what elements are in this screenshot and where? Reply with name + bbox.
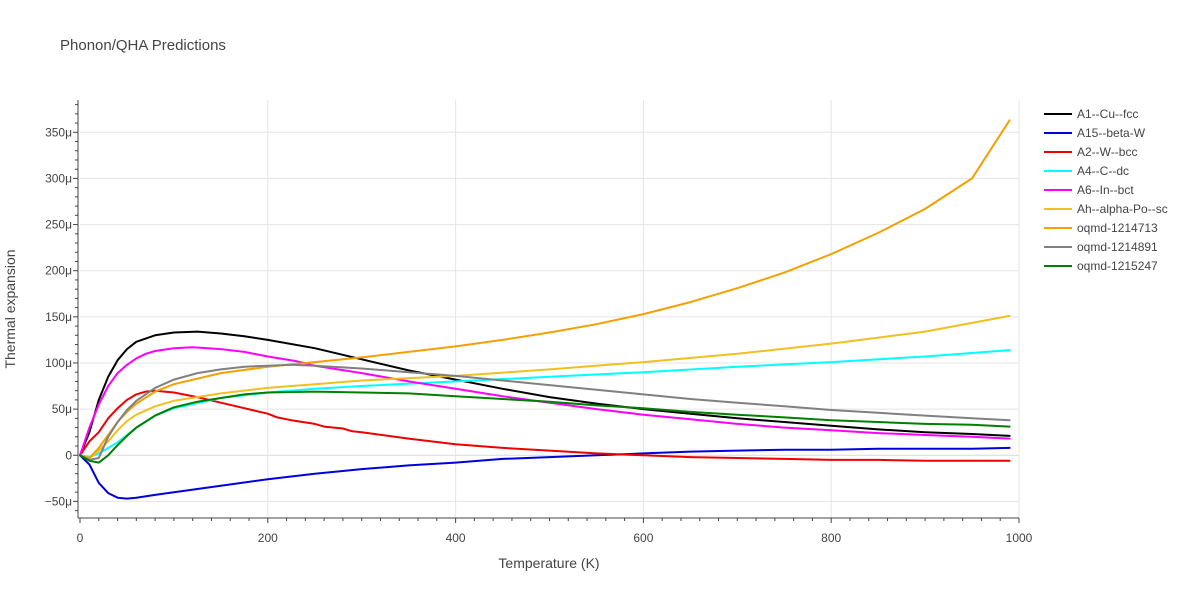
- legend-item[interactable]: Ah--alpha-Po--sc: [1044, 202, 1168, 216]
- gridlines: [80, 100, 1020, 518]
- legend-label: A4--C--dc: [1077, 164, 1129, 178]
- chart-title: Phonon/QHA Predictions: [60, 37, 226, 54]
- legend-item[interactable]: A6--In--bct: [1044, 183, 1134, 197]
- y-tick-label: 50μ: [52, 402, 72, 416]
- y-tick-label: 150μ: [45, 310, 72, 324]
- legend-label: Ah--alpha-Po--sc: [1077, 202, 1168, 216]
- y-tick-label: 350μ: [45, 125, 72, 139]
- series-line-A4--C--dc: [79, 349, 1011, 459]
- legend: A1--Cu--fcc A15--beta-W A2--W--bcc A4--C--d…: [1044, 107, 1168, 273]
- legend-label: oqmd-1214891: [1077, 240, 1158, 254]
- axes: −50μ 0 50μ 100μ 150μ 200μ 250μ 300μ 350μ 0 200 400 6…: [45, 100, 1033, 545]
- x-tick-label: 0: [77, 531, 84, 545]
- legend-label: A15--beta-W: [1077, 126, 1146, 140]
- series-line-oqmd-1215247: [79, 390, 1011, 464]
- y-tick-label: 250μ: [45, 218, 72, 232]
- legend-label: oqmd-1215247: [1077, 259, 1158, 273]
- y-tick-label: 200μ: [45, 264, 72, 278]
- x-axis-title: Temperature (K): [498, 555, 599, 571]
- legend-item[interactable]: A15--beta-W: [1044, 126, 1146, 140]
- series-line-oqmd-1214891: [79, 363, 1011, 461]
- y-tick-label: 100μ: [45, 356, 72, 370]
- legend-item[interactable]: oqmd-1214891: [1044, 240, 1158, 254]
- series-line-A2--W--bcc: [79, 389, 1011, 462]
- legend-item[interactable]: oqmd-1214713: [1044, 221, 1158, 235]
- legend-item[interactable]: A4--C--dc: [1044, 164, 1129, 178]
- y-tick-label: 300μ: [45, 171, 72, 185]
- x-tick-label: 800: [821, 531, 841, 545]
- x-tick-label: 200: [258, 531, 278, 545]
- x-tick-label: 600: [633, 531, 653, 545]
- legend-label: oqmd-1214713: [1077, 221, 1158, 235]
- y-tick-label: 0: [65, 448, 72, 462]
- legend-label: A1--Cu--fcc: [1077, 107, 1138, 121]
- legend-label: A2--W--bcc: [1077, 145, 1137, 159]
- series-line-Ah--alpha-Po--sc: [79, 314, 1011, 459]
- legend-label: A6--In--bct: [1077, 183, 1134, 197]
- series-line-A1--Cu--fcc: [79, 330, 1011, 457]
- series-line-oqmd-1214713: [79, 119, 1011, 459]
- legend-item[interactable]: A1--Cu--fcc: [1044, 107, 1138, 121]
- x-tick-label: 400: [446, 531, 466, 545]
- x-tick-label: 1000: [1006, 531, 1033, 545]
- plot-area: [79, 119, 1011, 500]
- y-tick-label: −50μ: [45, 494, 72, 508]
- legend-item[interactable]: oqmd-1215247: [1044, 259, 1158, 273]
- y-axis-title: Thermal expansion: [2, 249, 18, 368]
- series-line-A15--beta-W: [79, 446, 1011, 500]
- legend-item[interactable]: A2--W--bcc: [1044, 145, 1137, 159]
